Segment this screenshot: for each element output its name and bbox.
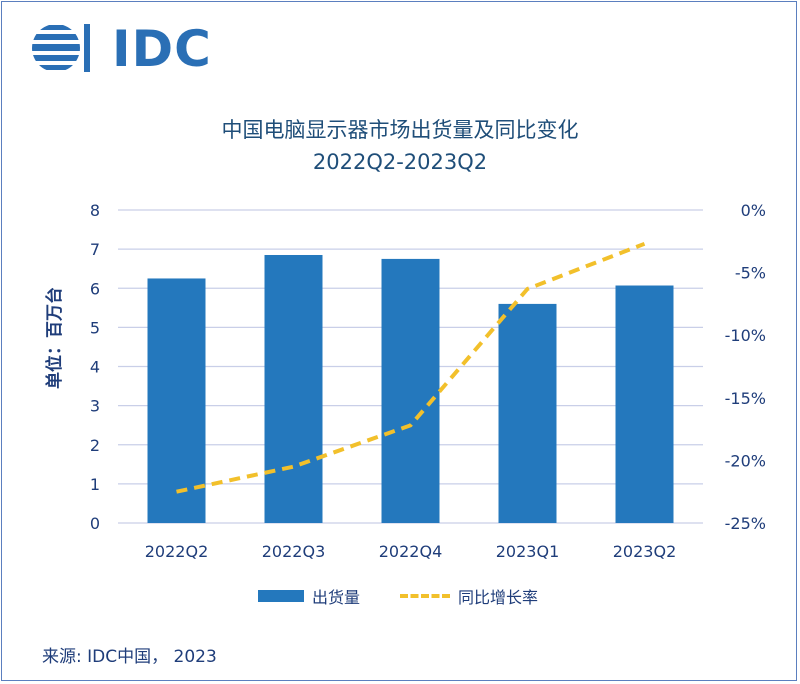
- x-tick-label: 2022Q3: [262, 542, 326, 561]
- bar: [498, 303, 557, 523]
- y2-tick-label: -5%: [735, 264, 766, 283]
- y-tick-label: 3: [90, 397, 100, 416]
- y-tick-label: 7: [90, 240, 100, 259]
- y2-tick-label: -10%: [725, 326, 766, 345]
- legend: 出货量 同比增长率: [0, 584, 800, 608]
- idc-globe-icon: [32, 24, 90, 72]
- x-tick-label: 2022Q4: [379, 542, 443, 561]
- legend-item-yoy: 同比增长率: [400, 584, 538, 608]
- bar-series: [147, 254, 674, 523]
- line-series: [176, 241, 646, 494]
- y-axis-right-ticks: -25% -20% -15% -10% -5% 0%: [725, 201, 766, 533]
- legend-item-shipments: 出货量: [258, 584, 360, 608]
- y-axis-left-ticks: 0 1 2 3 4 5 6 7 8: [90, 201, 100, 533]
- logo-text: IDC: [112, 20, 212, 78]
- x-tick-label: 2023Q2: [613, 542, 677, 561]
- bar: [381, 258, 440, 523]
- legend-swatch-line: [400, 594, 450, 598]
- y2-tick-label: 0%: [741, 201, 766, 220]
- y2-tick-label: -25%: [725, 514, 766, 533]
- source-note: 来源: IDC中国， 2023: [42, 647, 217, 667]
- legend-label-shipments: 出货量: [312, 588, 361, 607]
- y-tick-label: 5: [90, 318, 100, 337]
- y-tick-label: 0: [90, 514, 100, 533]
- y-tick-label: 2: [90, 436, 100, 455]
- legend-swatch-bar: [258, 590, 304, 602]
- legend-label-yoy: 同比增长率: [458, 588, 539, 607]
- chart-subtitle: 2022Q2-2023Q2: [312, 150, 488, 174]
- idc-logo: IDC: [28, 20, 211, 78]
- y-tick-label: 6: [90, 279, 100, 298]
- bar: [147, 278, 206, 523]
- y-tick-label: 8: [90, 201, 100, 220]
- yoy-line: [176, 241, 646, 494]
- bar: [264, 254, 323, 523]
- y-axis-label: 单位：百万台: [44, 287, 65, 389]
- x-axis-ticks: 2022Q2 2022Q3 2022Q4 2023Q1 2023Q2: [145, 542, 677, 561]
- x-tick-label: 2023Q1: [496, 542, 560, 561]
- y-tick-label: 4: [90, 358, 100, 377]
- y2-tick-label: -20%: [725, 451, 766, 470]
- bar: [615, 285, 674, 523]
- y2-tick-label: -15%: [725, 389, 766, 408]
- x-tick-label: 2022Q2: [145, 542, 209, 561]
- chart-title: 中国电脑显示器市场出货量及同比变化: [221, 118, 579, 142]
- y-tick-label: 1: [90, 475, 100, 494]
